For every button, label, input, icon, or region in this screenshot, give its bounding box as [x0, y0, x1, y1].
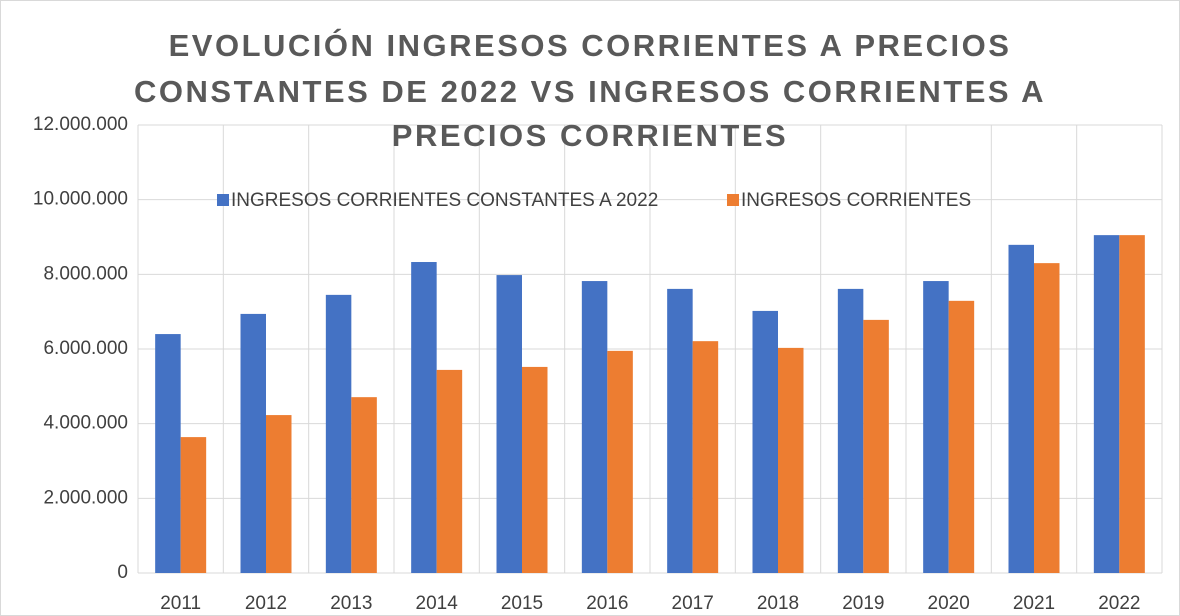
bar — [923, 281, 949, 573]
y-tick-label: 10.000.000 — [33, 189, 128, 210]
x-tick-label: 2014 — [416, 593, 459, 614]
bar — [1008, 244, 1034, 573]
legend-swatch — [217, 194, 229, 206]
bar — [581, 281, 608, 573]
bar — [436, 369, 463, 573]
bar — [325, 294, 352, 573]
x-tick-label: 2019 — [842, 593, 884, 614]
bar — [692, 341, 719, 573]
bar — [155, 334, 181, 573]
y-tick-label: 0 — [117, 562, 128, 583]
bar — [667, 288, 693, 573]
x-tick-label: 2015 — [501, 593, 543, 614]
x-tick-label: 2013 — [330, 593, 372, 614]
bar — [351, 397, 377, 573]
y-tick-label: 4.000.000 — [43, 413, 128, 434]
bar — [180, 437, 207, 573]
legend-label: INGRESOS CORRIENTES CONSTANTES A 2022 — [231, 190, 658, 211]
bar — [863, 319, 889, 573]
bar — [240, 313, 266, 573]
x-tick-label: 2022 — [1098, 593, 1140, 614]
bar — [752, 310, 778, 573]
y-tick-label: 2.000.000 — [43, 487, 128, 508]
bar — [1119, 235, 1145, 573]
bar — [837, 288, 864, 573]
legend-swatch — [727, 194, 739, 206]
y-tick-label: 12.000.000 — [33, 114, 128, 135]
x-tick-label: 2016 — [586, 593, 628, 614]
x-tick-label: 2018 — [757, 593, 799, 614]
legend-label: INGRESOS CORRIENTES — [741, 190, 971, 211]
bar — [778, 347, 804, 573]
bar — [607, 350, 633, 573]
bar — [1093, 235, 1120, 573]
x-tick-label: 2011 — [160, 593, 201, 614]
bar — [496, 275, 522, 573]
bar — [948, 300, 975, 573]
bar — [1034, 263, 1060, 573]
y-tick-label: 6.000.000 — [43, 338, 128, 359]
y-tick-label: 8.000.000 — [43, 263, 128, 284]
bar — [522, 366, 548, 573]
bar — [411, 262, 437, 573]
x-tick-label: 2017 — [672, 593, 714, 614]
x-tick-label: 2012 — [245, 593, 287, 614]
chart-title: PRECIOS CORRIENTES — [392, 118, 788, 153]
bar — [266, 415, 292, 573]
x-tick-label: 2020 — [928, 593, 970, 614]
chart-title: EVOLUCIÓN INGRESOS CORRIENTES A PRECIOS — [169, 27, 1012, 63]
x-tick-label: 2021 — [1013, 593, 1055, 614]
chart-title: CONSTANTES DE 2022 VS INGRESOS CORRIENTE… — [134, 74, 1046, 109]
